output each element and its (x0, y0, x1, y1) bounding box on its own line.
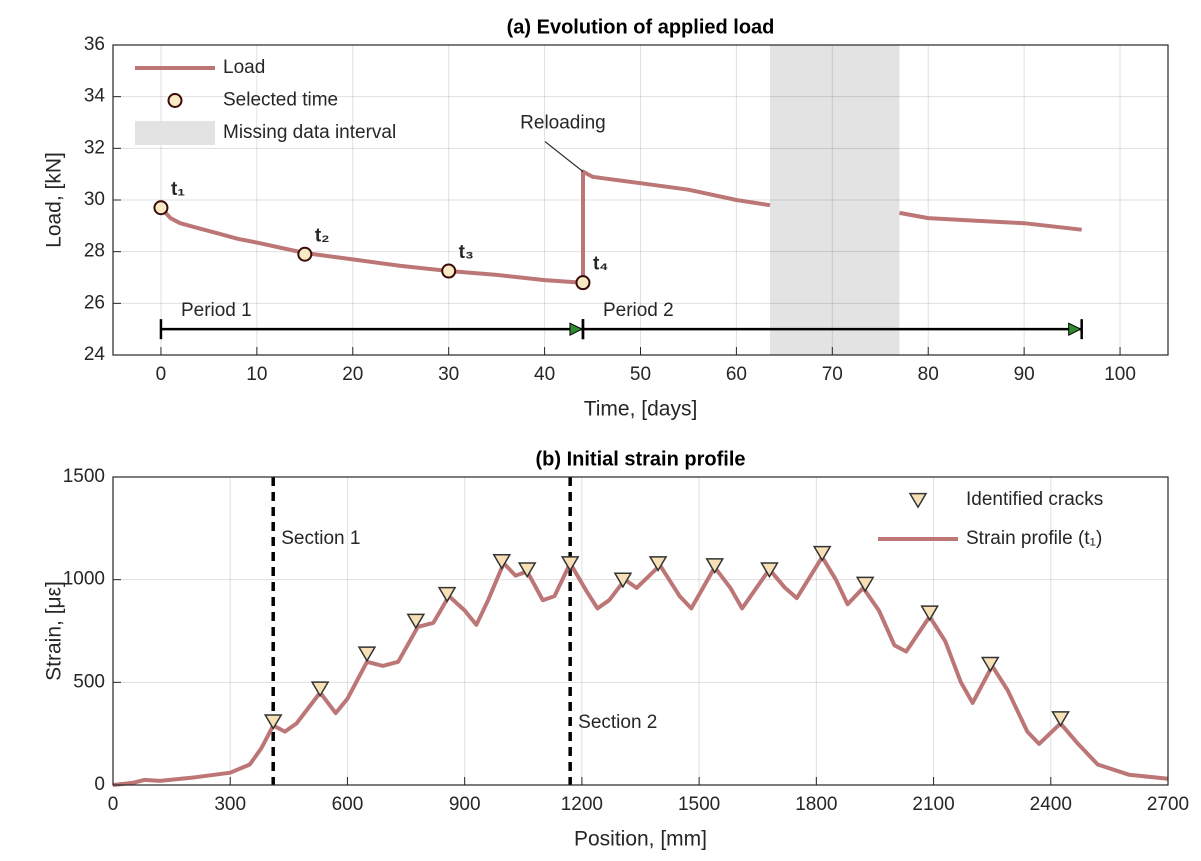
crack-marker (517, 562, 537, 579)
annotation-arrow (544, 141, 584, 173)
x-tick-label: 60 (726, 364, 747, 385)
y-axis-label: Strain, [με] (43, 581, 66, 681)
y-tick-label: 0 (94, 774, 105, 795)
x-axis-label: Time, [days] (584, 398, 698, 421)
crack-marker (613, 572, 633, 589)
legend-label: Strain profile (t₁) (966, 528, 1102, 549)
section-label: Section 1 (281, 528, 360, 549)
legend-swatch (135, 121, 215, 145)
annotation-text: Reloading (520, 113, 606, 134)
legend-swatch (908, 492, 928, 509)
x-tick-label: 0 (108, 794, 119, 815)
y-tick-label: 26 (84, 292, 105, 313)
selected-point (153, 200, 169, 216)
crack-marker (760, 562, 779, 579)
x-tick-label: 50 (630, 364, 651, 385)
x-tick-label: 90 (1014, 364, 1035, 385)
x-tick-label: 1200 (561, 794, 603, 815)
y-tick-label: 36 (84, 34, 105, 55)
data-line (112, 555, 1169, 787)
y-tick-label: 28 (84, 241, 105, 262)
x-tick-label: 40 (534, 364, 555, 385)
point-label: t₂ (315, 225, 330, 246)
selected-point (441, 263, 457, 279)
crack-marker (406, 613, 426, 630)
crack-marker (648, 556, 668, 572)
data-line (159, 169, 1082, 285)
x-tick-label: 100 (1104, 364, 1136, 385)
crack-marker (855, 576, 875, 593)
y-tick-label: 32 (84, 137, 105, 158)
y-tick-label: 1500 (63, 466, 105, 487)
crack-marker (560, 556, 580, 572)
crack-marker (310, 681, 330, 698)
crack-marker (705, 558, 725, 574)
x-tick-label: 30 (438, 364, 459, 385)
period-arrowhead (569, 322, 584, 336)
x-tick-label: 70 (822, 364, 843, 385)
crack-marker (357, 646, 377, 663)
x-tick-label: 2100 (912, 794, 954, 815)
x-tick-label: 600 (332, 794, 364, 815)
crack-marker (980, 656, 1000, 673)
legend-label: Identified cracks (966, 489, 1103, 510)
selected-point (297, 246, 313, 262)
x-tick-label: 2700 (1147, 794, 1189, 815)
x-tick-label: 1500 (678, 794, 720, 815)
section-label: Section 2 (578, 712, 657, 733)
crack-marker (263, 714, 283, 731)
missing-interval (769, 45, 900, 355)
legend-label: Load (223, 57, 265, 78)
period-label: Period 2 (603, 300, 674, 321)
y-tick-label: 30 (84, 189, 105, 210)
x-tick-label: 1800 (795, 794, 837, 815)
chart-title: (b) Initial strain profile (535, 448, 745, 470)
axes-frame (112, 44, 1169, 356)
chart-title: (a) Evolution of applied load (507, 16, 775, 38)
legend-label: Missing data interval (223, 122, 396, 143)
y-axis-label: Load, [kN] (43, 152, 66, 248)
y-tick-label: 34 (84, 86, 106, 107)
y-tick-label: 24 (84, 344, 106, 365)
period-label: Period 1 (181, 300, 252, 321)
x-tick-label: 20 (342, 364, 363, 385)
point-label: t₄ (593, 254, 608, 275)
x-tick-label: 80 (918, 364, 939, 385)
y-tick-label: 500 (73, 671, 105, 692)
legend-swatch (167, 93, 183, 108)
x-tick-label: 300 (214, 794, 246, 815)
point-label: t₃ (459, 242, 474, 263)
x-axis-label: Position, [mm] (574, 828, 707, 851)
x-tick-label: 900 (449, 794, 481, 815)
x-tick-label: 10 (246, 364, 267, 385)
crack-marker (492, 554, 512, 570)
plot-area (113, 45, 1168, 355)
x-tick-label: 0 (156, 364, 167, 385)
crack-marker (1051, 711, 1070, 727)
plot-area (113, 477, 1168, 785)
y-tick-label: 1000 (63, 569, 105, 590)
crack-marker (812, 545, 832, 562)
axes-frame (112, 476, 1169, 786)
x-tick-label: 2400 (1030, 794, 1072, 815)
crack-marker (920, 605, 939, 622)
crack-marker (437, 586, 457, 603)
period-arrowhead (1068, 322, 1082, 336)
selected-point (575, 275, 591, 291)
legend-label: Selected time (223, 90, 338, 111)
point-label: t₁ (171, 179, 185, 200)
